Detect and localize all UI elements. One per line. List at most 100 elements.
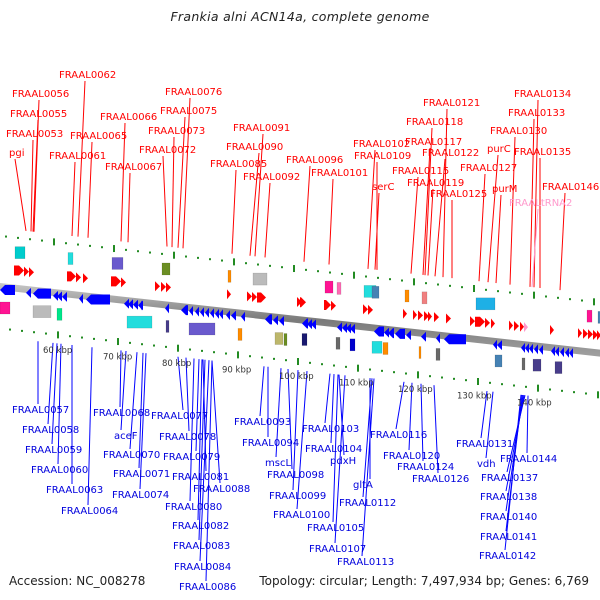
label-leader-line (57, 343, 62, 465)
label-leader-line (328, 178, 334, 265)
minor-tick (545, 295, 547, 298)
major-tick (533, 291, 535, 299)
minor-tick (285, 359, 287, 362)
cog-box (227, 270, 232, 283)
reverse-genes (0, 285, 573, 359)
cog-box (32, 305, 52, 318)
label-leader-line (185, 357, 190, 432)
label-leader-line (182, 97, 191, 249)
forward-gene-arrow (76, 272, 81, 283)
forward-gene-label: FRAAL0090 (226, 142, 283, 153)
forward-gene-label: FRAAL0062 (59, 70, 116, 81)
forward-gene-arrow (67, 271, 76, 282)
forward-gene-arrow (588, 329, 593, 340)
label-leader-line (526, 395, 529, 454)
major-tick (53, 238, 55, 246)
backbone-bar (0, 283, 600, 357)
forward-gene-label: FRAAL0092 (243, 172, 300, 183)
cog-box (67, 252, 74, 265)
label-leader-line (324, 373, 331, 424)
label-leader-line (374, 192, 380, 270)
forward-gene-label: FRAAL0073 (148, 126, 205, 137)
forward-gene-label: FRAAL0091 (233, 123, 290, 134)
scale-label: 130 kbp (457, 392, 492, 402)
forward-gene-arrow (363, 304, 368, 315)
minor-tick (425, 282, 427, 285)
minor-tick (105, 339, 107, 342)
forward-gene-arrow (403, 308, 407, 319)
cog-track-forward (14, 246, 600, 324)
minor-tick (513, 384, 515, 387)
forward-gene-label: FRAAL0066 (100, 112, 157, 123)
minor-tick (17, 236, 19, 239)
reverse-gene-label: FRAAL0078 (159, 432, 216, 443)
minor-tick (573, 391, 575, 394)
cog-box (475, 297, 496, 311)
minor-tick (153, 344, 155, 347)
minor-tick (189, 348, 191, 351)
reverse-gene-label: FRAAL0099 (269, 491, 326, 502)
forward-gene-label: FRAAL0061 (49, 151, 106, 162)
label-leader-line (362, 378, 373, 498)
minor-tick (369, 368, 371, 371)
label-leaders (14, 80, 566, 582)
reverse-gene-label: FRAAL0082 (172, 521, 229, 532)
label-leader-line (292, 370, 299, 491)
minor-tick (333, 364, 335, 367)
cog-box (494, 354, 503, 368)
minor-tick (137, 250, 139, 253)
forward-gene-arrow (324, 299, 331, 310)
label-leader-line (177, 356, 184, 411)
minor-tick (489, 381, 491, 384)
forward-gene-arrow (470, 316, 475, 327)
forward-gene-arrow (475, 316, 485, 327)
scale-label: 60 kbp (43, 346, 72, 356)
reverse-gene-arrow (53, 290, 58, 301)
cog-box (111, 257, 124, 270)
forward-gene-arrow (520, 321, 524, 332)
major-tick (593, 298, 595, 306)
forward-gene-arrow (514, 321, 519, 332)
label-leader-line (275, 368, 282, 458)
genome-summary-text: Topology: circular; Length: 7,497,934 bp… (259, 574, 589, 588)
reverse-gene-arrow (79, 293, 83, 304)
forward-gene-label: FRAAL0134 (514, 89, 571, 100)
reverse-gene-label: FRAAL0098 (267, 470, 324, 481)
minor-tick (225, 352, 227, 355)
reverse-gene-arrow (195, 306, 199, 317)
minor-tick (317, 270, 319, 273)
reverse-gene-arrow (525, 343, 529, 354)
forward-gene-label: FRAAL0122 (422, 148, 479, 159)
tick-track-top (5, 235, 595, 306)
forward-gene-label: FRAAL0109 (354, 151, 411, 162)
minor-tick (485, 288, 487, 291)
cog-box (521, 357, 526, 371)
label-leader-line (199, 360, 210, 562)
forward-gene-arrow (83, 273, 88, 284)
forward-gene-arrow (331, 300, 336, 311)
minor-tick (381, 369, 383, 372)
reverse-gene-label: FRAAL0105 (307, 523, 364, 534)
reverse-gene-label: FRAAL0081 (172, 472, 229, 483)
label-leader-line (120, 350, 127, 431)
reverse-gene-arrow (200, 307, 204, 318)
minor-tick (221, 259, 223, 262)
forward-gene-arrow (252, 291, 257, 302)
forward-gene-arrow (166, 282, 171, 293)
label-leader-line (30, 139, 34, 232)
forward-gene-label: FRAAL0102 (353, 139, 410, 150)
forward-gene-arrow (111, 276, 121, 287)
reverse-gene-label: FRAAL0077 (151, 411, 208, 422)
minor-tick (453, 377, 455, 380)
label-leader-line (205, 360, 213, 582)
reverse-gene-arrow (133, 299, 138, 310)
scale-label: 100 kbp (279, 372, 314, 382)
reverse-gene-label: FRAAL0074 (112, 490, 169, 501)
reverse-gene-arrow (62, 291, 67, 302)
cog-box (301, 333, 308, 346)
label-leader-line (171, 136, 175, 248)
reverse-gene-arrow (279, 315, 284, 326)
label-leader-line (162, 155, 168, 247)
reverse-gene-label: FRAAL0144 (500, 454, 557, 465)
